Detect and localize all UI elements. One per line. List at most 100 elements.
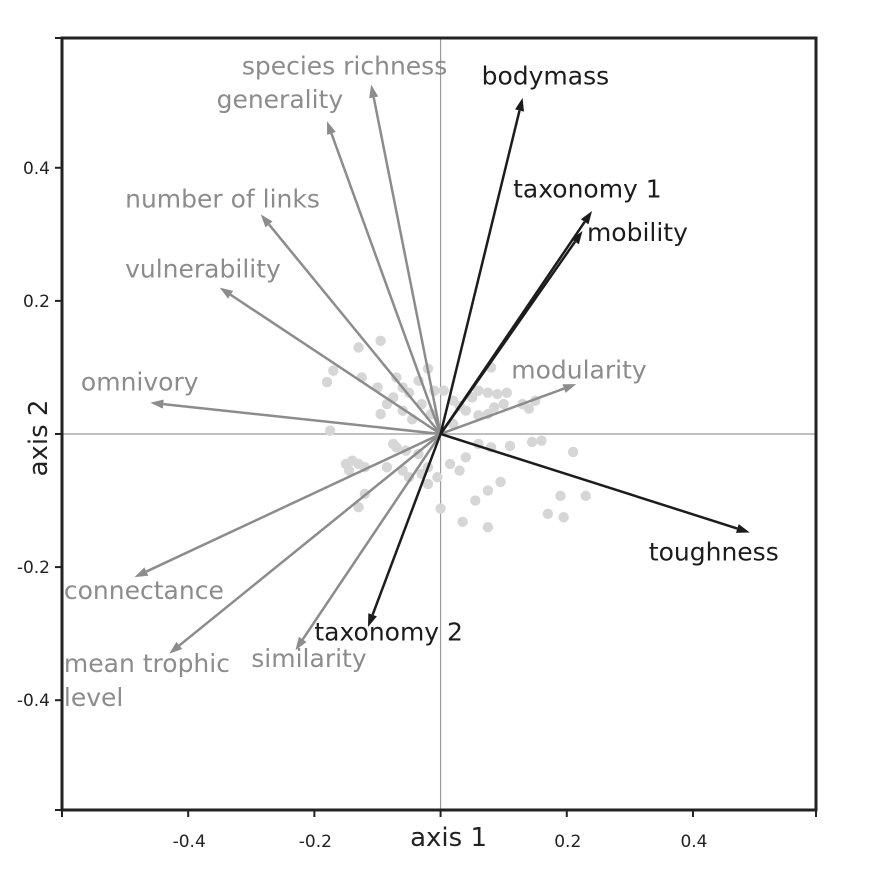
vector-arrowhead-toughness bbox=[735, 524, 750, 533]
vector-label-number-of-links: number of links bbox=[125, 185, 320, 214]
vector-arrowhead-connectance bbox=[134, 567, 149, 578]
y-tick-label: 0.2 bbox=[23, 292, 50, 312]
vector-modularity bbox=[440, 387, 565, 436]
site-point bbox=[391, 372, 402, 383]
vector-label-line: toughness bbox=[649, 537, 779, 566]
vector-label-modularity: modularity bbox=[511, 356, 647, 385]
vector-label-taxonomy-2: taxonomy 2 bbox=[314, 617, 463, 646]
vector-similarity bbox=[301, 433, 442, 641]
site-point bbox=[381, 462, 393, 473]
y-tick-label: -0.4 bbox=[17, 691, 50, 711]
vector-label-toughness: toughness bbox=[649, 537, 779, 566]
site-point bbox=[353, 501, 364, 513]
site-point bbox=[438, 385, 449, 396]
vector-arrowhead-mean-trophic-level bbox=[169, 641, 183, 654]
vector-label-bodymass: bodymass bbox=[482, 62, 610, 91]
vector-arrowhead-taxonomy-1 bbox=[580, 211, 593, 225]
site-point bbox=[435, 503, 446, 514]
site-point bbox=[495, 476, 506, 488]
site-point bbox=[482, 387, 494, 398]
plot-frame bbox=[60, 36, 818, 812]
vector-arrowhead-similarity bbox=[295, 636, 307, 651]
site-point bbox=[328, 365, 339, 376]
vector-species-richness bbox=[372, 97, 442, 435]
vector-label-line: bodymass bbox=[482, 62, 610, 91]
vector-mean-trophic-level bbox=[178, 433, 442, 647]
site-point bbox=[457, 516, 468, 528]
site-point bbox=[375, 335, 386, 347]
site-point bbox=[466, 392, 478, 403]
site-point bbox=[501, 387, 513, 398]
site-point bbox=[324, 425, 336, 436]
site-point bbox=[403, 472, 415, 483]
site-point bbox=[555, 490, 566, 502]
vector-omnivory bbox=[163, 402, 441, 436]
vector-arrowhead-omnivory bbox=[150, 399, 164, 409]
vector-arrowhead-mobility bbox=[571, 231, 583, 245]
vector-arrowhead-generality bbox=[327, 121, 336, 135]
vector-arrowhead-modularity bbox=[562, 384, 577, 393]
site-point bbox=[536, 435, 547, 446]
vector-label-connectance: connectance bbox=[64, 576, 224, 605]
vector-label-omnivory: omnivory bbox=[81, 368, 199, 397]
vector-number-of-links bbox=[268, 223, 442, 435]
vector-label-similarity: similarity bbox=[251, 644, 367, 673]
vector-vulnerability bbox=[229, 293, 442, 436]
site-point bbox=[489, 402, 500, 413]
vector-arrowhead-number-of-links bbox=[260, 214, 273, 228]
site-point bbox=[353, 342, 364, 353]
x-axis-title: axis 1 bbox=[410, 823, 487, 853]
site-point bbox=[498, 398, 509, 410]
vector-label-mean-trophic-level: mean trophic level bbox=[64, 649, 230, 712]
site-point bbox=[403, 387, 415, 398]
site-point bbox=[321, 376, 333, 388]
vector-arrowhead-taxonomy-2 bbox=[368, 613, 377, 627]
site-point bbox=[444, 458, 456, 470]
vector-label-taxonomy-1: taxonomy 1 bbox=[513, 175, 662, 204]
vector-toughness bbox=[440, 432, 738, 530]
vector-label-line: mean trophic bbox=[64, 649, 230, 678]
vector-label-line: number of links bbox=[125, 185, 320, 214]
site-point bbox=[454, 465, 465, 476]
site-point bbox=[526, 436, 538, 448]
site-point bbox=[391, 442, 402, 453]
vector-label-line: mobility bbox=[587, 218, 688, 247]
y-axis-title: axis 2 bbox=[24, 400, 54, 477]
vector-label-line: omnivory bbox=[81, 368, 199, 397]
vector-label-line: species richness bbox=[242, 52, 447, 81]
vector-mobility bbox=[439, 240, 577, 435]
vector-label-line: generality bbox=[217, 85, 344, 114]
loading-vectors bbox=[134, 84, 750, 654]
site-point bbox=[460, 452, 472, 463]
site-point bbox=[470, 495, 481, 506]
site-point bbox=[343, 465, 355, 476]
vector-arrowhead-species-richness bbox=[369, 84, 379, 99]
vector-label-line: level bbox=[64, 683, 123, 712]
vector-label-mobility: mobility bbox=[587, 218, 688, 247]
x-tick-label: -0.4 bbox=[173, 832, 206, 852]
vector-arrowhead-bodymass bbox=[515, 97, 524, 112]
vector-bodymass bbox=[439, 110, 521, 435]
site-point bbox=[473, 385, 484, 396]
site-point bbox=[542, 508, 554, 520]
vector-label-line: connectance bbox=[64, 576, 224, 605]
x-tick-label: -0.2 bbox=[299, 832, 332, 852]
site-point bbox=[492, 388, 503, 400]
vector-arrowhead-vulnerability bbox=[219, 287, 234, 299]
x-tick-label: 0.2 bbox=[554, 832, 581, 852]
vector-label-species-richness: species richness bbox=[242, 52, 447, 81]
site-point bbox=[567, 446, 579, 458]
vector-label-vulnerability: vulnerability bbox=[125, 255, 281, 284]
vector-label-line: taxonomy 2 bbox=[314, 617, 463, 646]
site-point bbox=[580, 490, 591, 502]
vector-connectance bbox=[145, 432, 442, 573]
y-axis-ticks: 0.4 0.2 -0.2 -0.4 bbox=[17, 37, 62, 811]
site-point bbox=[432, 472, 443, 483]
site-point bbox=[460, 405, 472, 416]
vector-label-line: modularity bbox=[511, 356, 647, 385]
y-tick-label: -0.2 bbox=[17, 558, 50, 578]
site-point bbox=[523, 403, 535, 414]
site-point bbox=[482, 521, 494, 533]
site-point bbox=[482, 485, 494, 496]
